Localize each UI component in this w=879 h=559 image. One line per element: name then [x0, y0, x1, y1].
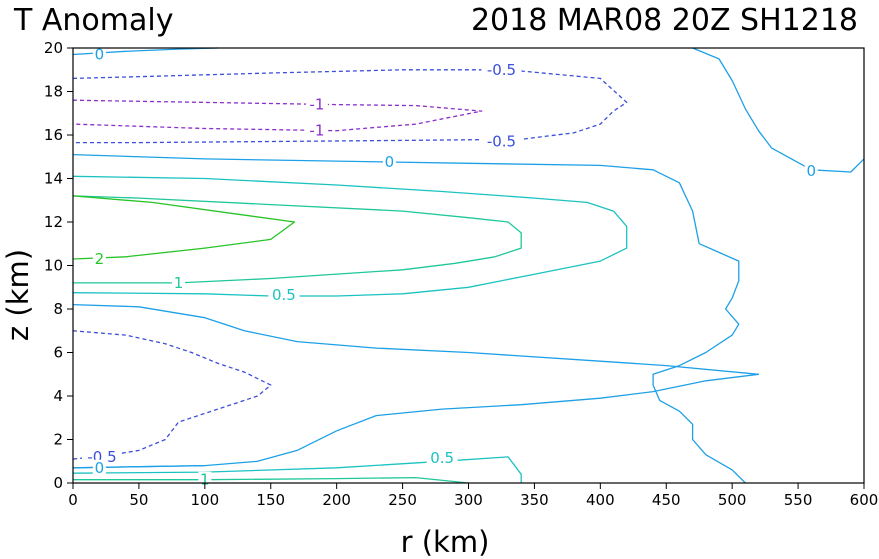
x-tick-label: 450: [652, 491, 681, 509]
contour-line-7: [72, 195, 296, 260]
contour-line-1: [72, 69, 628, 144]
contour-label: 2: [95, 250, 105, 268]
chart-title-right: 2018 MAR08 20Z SH1218: [471, 3, 858, 38]
contour-label-bg: [92, 250, 106, 267]
contour-label-bg: [481, 61, 522, 78]
x-tick-label: 0: [68, 491, 78, 509]
contour-label: 0: [806, 162, 816, 180]
y-axis-ticks: 0 2 4 6 8 10 12 14 16 18 20: [44, 39, 73, 492]
y-tick-label: 12: [44, 213, 63, 231]
contour-label-bg: [82, 448, 123, 465]
y-tick-label: 0: [53, 474, 63, 492]
x-axis-ticks: 0 50 100 150 200 250 300 350 400 450 500 550 600: [68, 483, 878, 509]
y-tick-label: 18: [44, 83, 63, 101]
y-tick-label: 10: [44, 257, 63, 275]
contour-label-bg: [268, 286, 300, 303]
contour-line-12: [73, 476, 469, 484]
contour-line-6: [72, 195, 522, 284]
contour-label-bg: [804, 162, 818, 179]
y-tick-label: 2: [53, 431, 63, 449]
y-tick-label: 6: [53, 344, 63, 362]
x-tick-label: 200: [322, 491, 351, 509]
contour-line-5: [72, 175, 628, 297]
x-tick-label: 250: [388, 491, 417, 509]
contour-label: -0.5: [487, 61, 516, 79]
x-tick-label: 600: [850, 491, 879, 509]
contour-label-bg: [198, 471, 212, 488]
contour-label-bg: [171, 274, 185, 291]
contour-line-9: [72, 330, 272, 460]
x-tick-label: 400: [586, 491, 615, 509]
contour-label: 1: [174, 274, 184, 292]
contour-label: -1: [309, 96, 324, 114]
x-tick-label: 500: [718, 491, 747, 509]
contour-label: 0.5: [430, 449, 454, 467]
contour-label: -1: [309, 122, 324, 140]
contour-label: -0.5: [487, 133, 516, 151]
contour-layer: 0-0.5-0.5-1-10 00.512-0.5 0.501: [72, 46, 865, 489]
contour-label: 0: [95, 46, 105, 64]
x-tick-label: 350: [520, 491, 549, 509]
x-tick-label: 150: [256, 491, 285, 509]
contour-label: 0: [385, 153, 395, 171]
contour-label: 0: [95, 459, 105, 477]
contour-label-bg: [481, 133, 522, 150]
contour-line-3: [72, 153, 746, 484]
contour-label-bg: [305, 122, 328, 139]
x-tick-label: 550: [784, 491, 813, 509]
y-tick-label: 8: [53, 300, 63, 318]
contour-line-2: [72, 99, 483, 132]
x-axis-label: r (km): [401, 525, 490, 559]
contour-label: 0.5: [272, 286, 296, 304]
contour-label-bg: [92, 46, 106, 63]
contour-label-bg: [305, 96, 328, 113]
chart-title-left: T Anomaly: [13, 3, 173, 38]
y-tick-label: 16: [44, 126, 63, 144]
y-axis-label: z (km): [1, 249, 35, 341]
x-tick-label: 50: [129, 491, 148, 509]
x-tick-label: 100: [191, 491, 220, 509]
contour-label: 1: [200, 471, 210, 489]
y-tick-label: 14: [44, 170, 63, 188]
contour-line-8: [72, 303, 760, 469]
contour-label-bg: [382, 154, 396, 171]
y-tick-label: 20: [44, 39, 63, 57]
contour-line-4: [692, 47, 865, 173]
contour-label-bg: [92, 459, 106, 476]
x-tick-label: 300: [454, 491, 483, 509]
contour-line-11: [72, 464, 205, 469]
y-tick-label: 4: [53, 387, 63, 405]
contour-label-bg: [426, 449, 458, 466]
